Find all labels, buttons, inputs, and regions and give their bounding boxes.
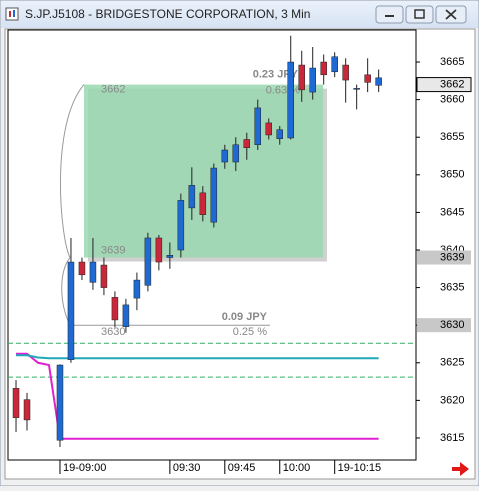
price-tag-label: 3630 bbox=[440, 319, 464, 331]
candle-body bbox=[287, 61, 294, 139]
measure-line-brace bbox=[61, 257, 71, 326]
candle-body bbox=[188, 185, 196, 209]
x-tick-label: 10:00 bbox=[283, 462, 311, 474]
price-tag-label: 3662 bbox=[440, 78, 464, 90]
candle-body bbox=[199, 192, 207, 215]
candle-body bbox=[56, 364, 64, 441]
candle-body bbox=[155, 237, 163, 263]
candle-body bbox=[276, 129, 283, 139]
minimize-button[interactable] bbox=[375, 5, 404, 24]
price-tag bbox=[416, 77, 472, 93]
measure-percent: 0.63 % bbox=[266, 84, 300, 96]
candle-body bbox=[375, 77, 382, 86]
measure-top-label: 3662 bbox=[101, 83, 125, 95]
candle-body bbox=[243, 139, 251, 148]
candle-body bbox=[67, 261, 75, 361]
indicator-line bbox=[16, 352, 379, 440]
y-tick-label: 3665 bbox=[440, 56, 464, 68]
candle-body bbox=[221, 149, 229, 163]
candle-body bbox=[331, 56, 338, 73]
candle-body bbox=[265, 122, 273, 136]
scroll-arrow[interactable] bbox=[452, 462, 469, 476]
candle-body bbox=[342, 64, 349, 81]
y-tick-label: 3645 bbox=[440, 206, 464, 218]
candle-body bbox=[100, 264, 108, 288]
x-tick-label: 09:45 bbox=[228, 462, 256, 474]
y-tick-label: 3650 bbox=[440, 169, 464, 181]
indicator-line bbox=[16, 354, 379, 360]
candle-body bbox=[133, 279, 141, 299]
candle-body bbox=[78, 261, 86, 276]
close-button[interactable] bbox=[435, 5, 467, 24]
app-icon bbox=[5, 7, 19, 21]
measure-box bbox=[84, 84, 323, 258]
y-tick-label: 3615 bbox=[440, 432, 464, 444]
candle-body bbox=[232, 144, 240, 163]
measure-brace bbox=[60, 84, 85, 258]
y-tick-label: 3620 bbox=[440, 394, 464, 406]
candle-body bbox=[111, 297, 119, 321]
x-tick-label: 09:30 bbox=[173, 462, 201, 474]
candle-body bbox=[353, 88, 360, 90]
candle-body bbox=[177, 200, 185, 251]
candle-body bbox=[309, 67, 316, 93]
measure-line-change: 0.09 JPY bbox=[222, 311, 268, 323]
measure-change: 0.23 JPY bbox=[253, 68, 299, 80]
measure-line-label: 3630 bbox=[101, 326, 125, 338]
y-tick-label: 3635 bbox=[440, 282, 464, 294]
measure-line-percent: 0.25 % bbox=[233, 326, 267, 338]
candle-body bbox=[254, 107, 262, 145]
candle-body bbox=[144, 237, 152, 286]
price-tag-label: 3639 bbox=[440, 251, 464, 263]
y-tick-label: 3660 bbox=[440, 94, 464, 106]
candle-body bbox=[320, 61, 327, 76]
candle-body bbox=[364, 74, 371, 83]
price-tag bbox=[417, 250, 471, 265]
y-tick-label: 3655 bbox=[440, 131, 464, 143]
y-tick-label: 3625 bbox=[440, 357, 464, 369]
candle-body bbox=[298, 64, 305, 91]
x-tick-label: 19-10:15 bbox=[338, 462, 381, 474]
price-tag bbox=[417, 318, 471, 333]
candle-body bbox=[122, 304, 130, 327]
candle-body bbox=[23, 399, 31, 421]
x-tick-label: 19-09:00 bbox=[63, 462, 106, 474]
window-title: S.JP.J5108 - BRIDGESTONE CORPORATION, 3 … bbox=[25, 7, 310, 21]
maximize-button[interactable] bbox=[405, 5, 434, 24]
measure-bottom-label: 3639 bbox=[101, 244, 125, 256]
candle-body bbox=[89, 261, 97, 283]
candle-body bbox=[210, 167, 218, 223]
candle-body bbox=[166, 255, 174, 258]
candle-body bbox=[12, 388, 20, 418]
